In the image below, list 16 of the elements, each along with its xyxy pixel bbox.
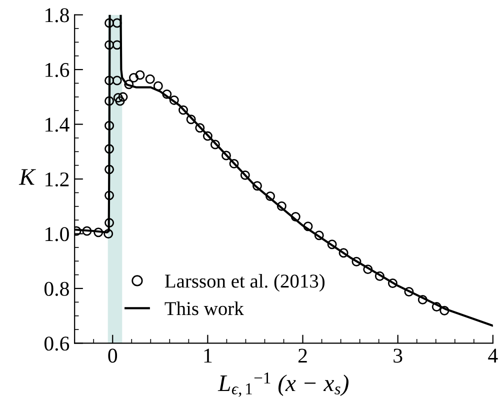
legend-label: This work: [164, 301, 244, 316]
x-tick-label: 1: [204, 348, 212, 363]
y-tick-label: 1.6: [46, 62, 70, 78]
x-tick-label: 0: [108, 348, 118, 363]
y-tick-label: 0.8: [44, 282, 69, 296]
y-tick-label: 1.8: [46, 8, 69, 22]
x-axis-title: L$_{ϵ,1}$$^{−1}$ (x − x$_{s}$): [218, 372, 348, 397]
y-tick-label: 1.4: [46, 118, 70, 132]
y-tick-label: 1.0: [46, 227, 69, 242]
y-tick-label: 1.2: [46, 172, 69, 187]
legend-label: Larsson et al. (2013): [165, 274, 324, 292]
y-axis-title: K: [18, 169, 36, 185]
x-tick-label: 3: [394, 348, 402, 363]
x-tick-label: 4: [488, 348, 498, 363]
y-tick-label: 0.6: [44, 336, 70, 351]
x-tick-label: 2: [298, 348, 307, 363]
